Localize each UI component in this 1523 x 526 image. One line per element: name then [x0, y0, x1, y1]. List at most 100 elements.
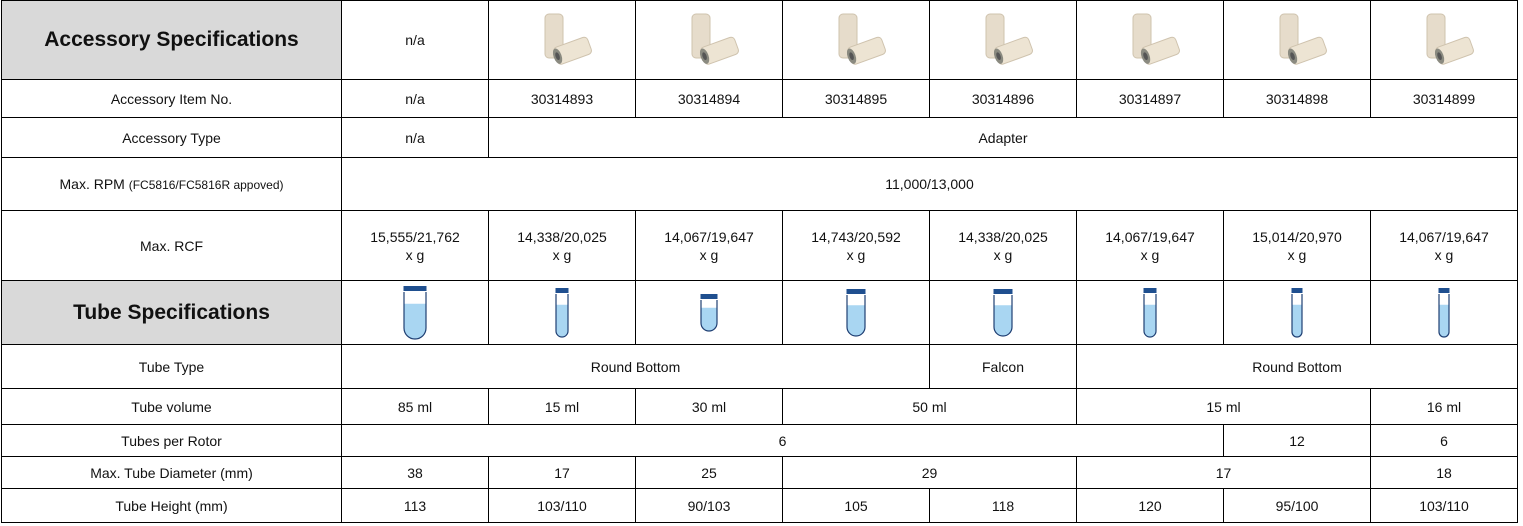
table-cell: 6	[341, 424, 1224, 457]
table-row: Accessory Item No. n/a 30314893 30314894 303…	[1, 79, 1518, 118]
label-note: (FC5816/FC5816R appoved)	[128, 177, 284, 192]
table-cell: 15,555/21,762 x g	[341, 210, 489, 281]
table-cell: 14,067/19,647 x g	[1076, 210, 1224, 281]
image-cell	[929, 0, 1077, 80]
table-cell: 17	[1076, 456, 1371, 489]
table-cell: 16 ml	[1370, 388, 1518, 425]
table-cell: 29	[782, 456, 1077, 489]
table-cell: 25	[635, 456, 783, 489]
image-cell	[635, 0, 783, 80]
table-row: Accessory Specifications n/a	[1, 0, 1518, 80]
table-row: Max. Tube Diameter (mm) 38 17 25 29 17 18	[1, 456, 1518, 489]
table-cell: 17	[488, 456, 636, 489]
table-cell: n/a	[341, 0, 489, 80]
image-cell	[1223, 280, 1371, 345]
adapter-image	[838, 13, 886, 65]
image-cell	[1076, 280, 1224, 345]
tube-icon	[555, 287, 569, 338]
table-cell: 30314898	[1223, 79, 1371, 118]
tube-icon	[403, 285, 427, 340]
table-cell: 95/100	[1223, 488, 1371, 523]
adapter-image	[544, 13, 592, 65]
table-cell: 105	[782, 488, 930, 523]
tube-icon	[846, 288, 866, 337]
table-cell: 38	[341, 456, 489, 489]
table-row: Max. RCF 15,555/21,762 x g 14,338/20,025 x…	[1, 210, 1518, 281]
table-row: Tube volume 85 ml 15 ml 30 ml 50 ml 15 ml 16 m…	[1, 388, 1518, 425]
image-cell	[488, 0, 636, 80]
section-heading: Accessory Specifications	[1, 0, 342, 80]
label-text: Max. RPM	[59, 175, 125, 192]
adapter-image	[1426, 13, 1474, 65]
image-cell	[929, 280, 1077, 345]
row-label: Max. RPM (FC5816/FC5816R appoved)	[1, 157, 342, 211]
row-label: Tube volume	[1, 388, 342, 425]
image-cell	[341, 280, 489, 345]
table-cell: 14,743/20,592 x g	[782, 210, 930, 281]
table-cell: 30314894	[635, 79, 783, 118]
adapter-image	[1279, 13, 1327, 65]
table-cell: 90/103	[635, 488, 783, 523]
row-label: Accessory Item No.	[1, 79, 342, 118]
table-cell: 30314895	[782, 79, 930, 118]
table-cell: 113	[341, 488, 489, 523]
tube-icon	[700, 293, 718, 332]
table-cell: Round Bottom	[1076, 344, 1518, 389]
table-cell: 15,014/20,970 x g	[1223, 210, 1371, 281]
table-row: Tubes per Rotor 6 12 6	[1, 424, 1518, 457]
row-label: Max. Tube Diameter (mm)	[1, 456, 342, 489]
table-cell: 118	[929, 488, 1077, 523]
tube-icon	[1438, 287, 1450, 338]
image-cell	[782, 0, 930, 80]
image-cell	[488, 280, 636, 345]
table-cell: 103/110	[1370, 488, 1518, 523]
table-cell: 15 ml	[1076, 388, 1371, 425]
table-row: Tube Height (mm) 113 103/110 90/103 105 118 12…	[1, 488, 1518, 523]
image-cell	[1370, 0, 1518, 80]
row-label: Tube Height (mm)	[1, 488, 342, 523]
table-row: Accessory Type n/a Adapter	[1, 117, 1518, 158]
image-cell	[635, 280, 783, 345]
row-label: Tubes per Rotor	[1, 424, 342, 457]
table-cell: 103/110	[488, 488, 636, 523]
section-heading: Tube Specifications	[1, 280, 342, 345]
table-cell: 30314893	[488, 79, 636, 118]
table-cell: 6	[1370, 424, 1518, 457]
table-cell: 85 ml	[341, 388, 489, 425]
table-row: Tube Specifications	[1, 280, 1518, 345]
table-cell: 120	[1076, 488, 1224, 523]
row-label: Tube Type	[1, 344, 342, 389]
row-label: Max. RCF	[1, 210, 342, 281]
tube-icon	[993, 288, 1013, 337]
table-cell: 30 ml	[635, 388, 783, 425]
table-cell: n/a	[341, 117, 489, 158]
table-cell: 12	[1223, 424, 1371, 457]
table-cell: Falcon	[929, 344, 1077, 389]
image-cell	[1223, 0, 1371, 80]
table-cell: 30314899	[1370, 79, 1518, 118]
image-cell	[1370, 280, 1518, 345]
table-cell: 14,067/19,647 x g	[1370, 210, 1518, 281]
table-cell: 14,067/19,647 x g	[635, 210, 783, 281]
table-cell: Round Bottom	[341, 344, 930, 389]
table-cell: 18	[1370, 456, 1518, 489]
table-cell: 30314896	[929, 79, 1077, 118]
adapter-image	[691, 13, 739, 65]
table-row: Max. RPM (FC5816/FC5816R appoved) 11,000/…	[1, 157, 1518, 211]
image-cell	[1076, 0, 1224, 80]
table-cell: 50 ml	[782, 388, 1077, 425]
table-cell: 14,338/20,025 x g	[488, 210, 636, 281]
table-cell: 11,000/13,000	[341, 157, 1518, 211]
table-cell: 14,338/20,025 x g	[929, 210, 1077, 281]
table-cell: 15 ml	[488, 388, 636, 425]
table-cell: 30314897	[1076, 79, 1224, 118]
adapter-image	[1132, 13, 1180, 65]
tube-icon	[1291, 287, 1303, 338]
table-cell: n/a	[341, 79, 489, 118]
row-label: Accessory Type	[1, 117, 342, 158]
adapter-image	[985, 13, 1033, 65]
table-row: Tube Type Round Bottom Falcon Round Bottom	[1, 344, 1518, 389]
table-cell: Adapter	[488, 117, 1518, 158]
